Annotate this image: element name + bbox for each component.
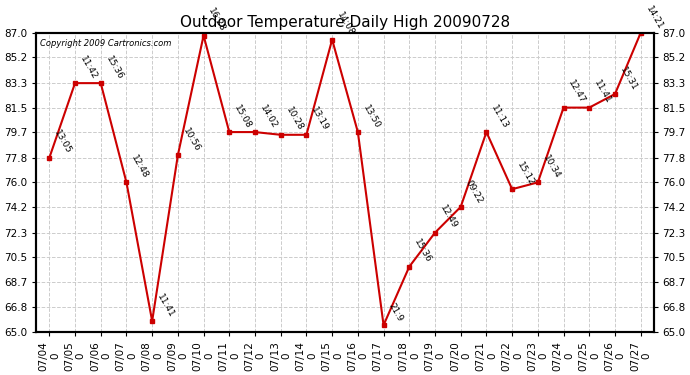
- Text: 14:02: 14:02: [258, 104, 279, 130]
- Text: 10:34: 10:34: [541, 153, 562, 180]
- Text: 12:48: 12:48: [130, 154, 150, 180]
- Text: 15:08: 15:08: [233, 103, 253, 130]
- Text: 11:13: 11:13: [489, 103, 510, 130]
- Text: 15:12: 15:12: [515, 160, 536, 187]
- Text: Copyright 2009 Cartronics.com: Copyright 2009 Cartronics.com: [39, 39, 171, 48]
- Title: Outdoor Temperature Daily High 20090728: Outdoor Temperature Daily High 20090728: [180, 15, 510, 30]
- Text: 10:28: 10:28: [284, 106, 304, 133]
- Text: 13:50: 13:50: [361, 103, 382, 130]
- Text: 09:22: 09:22: [464, 178, 484, 205]
- Text: 11:42: 11:42: [78, 54, 99, 81]
- Text: 16:28: 16:28: [207, 7, 227, 33]
- Text: 13:19: 13:19: [310, 106, 331, 133]
- Text: 15:31: 15:31: [618, 65, 639, 92]
- Text: 13:05: 13:05: [52, 129, 73, 156]
- Text: 11:41: 11:41: [592, 79, 613, 106]
- Text: 12:47: 12:47: [566, 79, 587, 106]
- Text: 14:21: 14:21: [644, 4, 664, 31]
- Text: 11:41: 11:41: [155, 292, 176, 319]
- Text: 10:56: 10:56: [181, 126, 201, 153]
- Text: 21:9: 21:9: [386, 301, 404, 323]
- Text: 15:36: 15:36: [413, 238, 433, 265]
- Text: 12:49: 12:49: [438, 204, 459, 231]
- Text: 15:36: 15:36: [104, 54, 124, 81]
- Text: 14:08: 14:08: [335, 11, 356, 38]
